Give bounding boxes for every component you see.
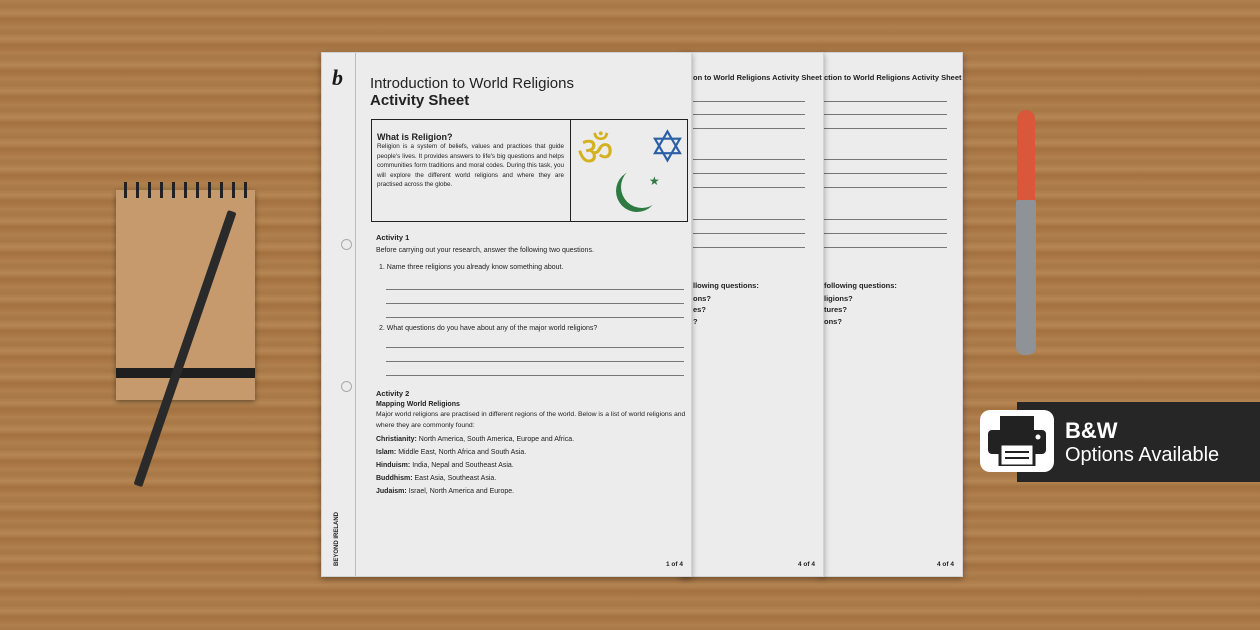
worksheet-page-back: on to World Religions Activity Sheet llo… bbox=[680, 52, 824, 577]
page-number: 4 of 4 bbox=[798, 561, 815, 568]
notepad-elastic-band bbox=[116, 368, 255, 378]
om-icon: ॐ bbox=[577, 130, 614, 174]
religion-symbols: ॐ ✡ ★ bbox=[571, 120, 687, 221]
box-heading: What is Religion? bbox=[377, 132, 453, 142]
activity-2: Activity 2 Mapping World Religions Major… bbox=[376, 389, 688, 497]
punch-hole bbox=[341, 239, 352, 250]
page-number: 4 of 4 bbox=[937, 561, 954, 568]
brand-logo: b bbox=[332, 65, 343, 90]
region-item: Christianity: North America, South Ameri… bbox=[376, 436, 575, 443]
worksheet-page-back: ction to World Religions Activity Sheet … bbox=[820, 52, 963, 577]
notepad-spiral bbox=[124, 182, 248, 198]
activity-1: Activity 1 Before carrying out your rese… bbox=[376, 233, 594, 271]
page-header: on to World Religions Activity Sheet bbox=[693, 73, 822, 82]
brand-vertical-text: BEYOND IRELAND bbox=[334, 511, 340, 566]
box-text: Religion is a system of beliefs, values … bbox=[377, 143, 564, 188]
page-number: 1 of 4 bbox=[666, 561, 683, 568]
badge-line2: Options Available bbox=[1065, 444, 1220, 466]
printer-icon bbox=[980, 410, 1054, 472]
binder-strip: b BEYOND IRELAND bbox=[322, 53, 356, 576]
notepad bbox=[116, 182, 255, 400]
region-item: Buddhism: East Asia, Southeast Asia. bbox=[376, 475, 497, 482]
intro-box: What is Religion? Religion is a system o… bbox=[371, 119, 688, 222]
punch-hole bbox=[341, 381, 352, 392]
bw-options-badge: B&W Options Available bbox=[1017, 402, 1260, 482]
marker-pen bbox=[1014, 110, 1038, 355]
star-of-david-icon: ✡ bbox=[649, 123, 686, 172]
badge-line1: B&W bbox=[1065, 418, 1118, 443]
region-item: Islam: Middle East, North Africa and Sou… bbox=[376, 449, 527, 456]
worksheet-page-front: b BEYOND IRELAND Introduction to World R… bbox=[321, 52, 692, 577]
region-item: Judaism: Israel, North America and Europ… bbox=[376, 488, 515, 495]
region-item: Hinduism: India, Nepal and Southeast Asi… bbox=[376, 462, 514, 469]
page-title: Introduction to World Religions Activity… bbox=[370, 75, 574, 109]
page-header: ction to World Religions Activity Sheet bbox=[824, 73, 962, 82]
